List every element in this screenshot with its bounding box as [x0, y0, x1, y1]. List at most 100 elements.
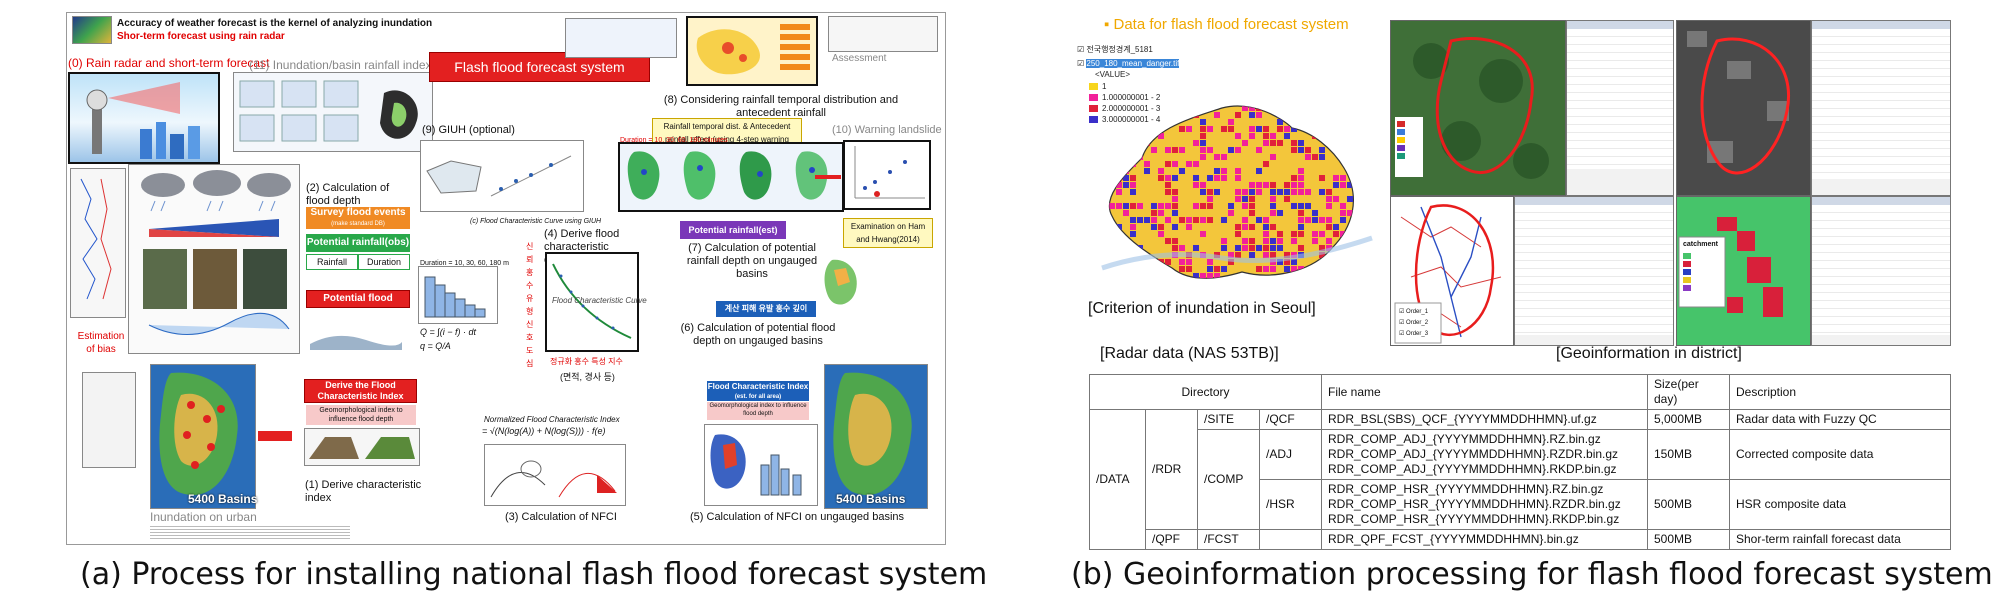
- danger-cell: [1235, 252, 1241, 258]
- potential-flood-depth-obs: Potential flood depth(obs): [306, 290, 410, 320]
- danger-cell: [1165, 147, 1171, 153]
- files-adj: RDR_COMP_ADJ_{YYYYMMDDHHMN}.RZ.bin.gz RDR…: [1321, 429, 1648, 480]
- danger-cell: [1172, 287, 1178, 288]
- geoinfo-label: [Geoinformation in district]: [1556, 345, 1742, 362]
- danger-cell: [1137, 106, 1143, 111]
- danger-cell: [1179, 245, 1185, 251]
- danger-cell: [1123, 126, 1129, 132]
- danger-cell: [1298, 224, 1304, 230]
- danger-cell: [1326, 203, 1332, 209]
- window4-titlebar: [1812, 197, 1950, 205]
- danger-cell: [1319, 266, 1325, 272]
- danger-cell: [1186, 259, 1192, 265]
- danger-cell: [1130, 189, 1136, 195]
- danger-cell: [1277, 119, 1283, 125]
- danger-cell: [1354, 175, 1360, 181]
- size-hsr: 500MB: [1647, 479, 1730, 530]
- danger-cell: [1151, 259, 1157, 265]
- danger-cell: [1186, 98, 1192, 104]
- dir-fcst: /FCST: [1197, 529, 1260, 550]
- danger-cell: [1144, 266, 1150, 272]
- danger-cell: [1354, 259, 1360, 265]
- danger-cell: [1263, 140, 1269, 146]
- survey-label: Survey flood events: [310, 207, 406, 218]
- danger-cell: [1312, 210, 1318, 216]
- danger-cell: [1298, 147, 1304, 153]
- danger-cell: [1137, 273, 1143, 279]
- danger-cell: [1256, 217, 1262, 223]
- danger-cell: [1158, 175, 1164, 181]
- window2-titlebar: [1812, 21, 1950, 29]
- files-qcf: RDR_BSL(SBS)_QCF_{YYYYMMDDHHMN}.uf.gz: [1321, 409, 1648, 430]
- header-description: Description: [1729, 374, 1951, 410]
- danger-cell: [1137, 287, 1143, 288]
- legend-item-label: 2.000000001 - 3: [1102, 104, 1161, 113]
- danger-cell: [1361, 154, 1367, 160]
- dir-site: /SITE: [1197, 409, 1260, 430]
- danger-cell: [1102, 224, 1108, 230]
- danger-cell: [1242, 196, 1248, 202]
- danger-cell: [1340, 217, 1346, 223]
- danger-cell: [1165, 238, 1171, 244]
- danger-cell: [1312, 231, 1318, 237]
- danger-cell: [1158, 259, 1164, 265]
- danger-cell: [1172, 224, 1178, 230]
- danger-cell: [1347, 140, 1353, 146]
- urban-map: [82, 372, 136, 468]
- danger-cell: [1347, 280, 1353, 286]
- danger-cell: [1137, 217, 1143, 223]
- danger-cell: [1123, 175, 1129, 181]
- danger-cell: [1242, 245, 1248, 251]
- danger-cell: [1116, 112, 1122, 118]
- danger-cell: [1200, 231, 1206, 237]
- danger-cell: [1347, 168, 1353, 174]
- danger-cell: [1207, 203, 1213, 209]
- danger-cell: [1137, 133, 1143, 139]
- danger-cell: [1312, 217, 1318, 223]
- danger-cell: [1193, 245, 1199, 251]
- danger-cell: [1228, 203, 1234, 209]
- danger-cell: [1326, 106, 1332, 111]
- step0-label: (0) Rain radar and short-term forecast: [68, 56, 270, 70]
- danger-cell: [1277, 238, 1283, 244]
- danger-cell: [1214, 189, 1220, 195]
- danger-cell: [1284, 98, 1290, 104]
- danger-cell: [1228, 147, 1234, 153]
- danger-cell: [1270, 140, 1276, 146]
- danger-cell: [1193, 203, 1199, 209]
- danger-cell: [1298, 210, 1304, 216]
- basins-left: 5400 Basins: [188, 492, 258, 506]
- danger-cell: [1130, 231, 1136, 237]
- order-legend: ☑ Order_1 ☑ Order_2 ☑ Order_3: [1399, 307, 1428, 340]
- legend-item-label: 1: [1102, 82, 1107, 91]
- danger-cell: [1214, 98, 1220, 104]
- danger-cell: [1319, 217, 1325, 223]
- danger-cell: [1347, 119, 1353, 125]
- terrain-blocks: [304, 428, 420, 466]
- danger-cell: [1172, 203, 1178, 209]
- danger-cell: [1305, 189, 1311, 195]
- nfci-formula: = √(N(log(A)) + N(log(S))) · f(e): [482, 426, 606, 436]
- danger-cell: [1305, 98, 1311, 104]
- danger-cell: [1340, 231, 1346, 237]
- danger-cell: [1158, 266, 1164, 272]
- dir-fcst-empty: [1259, 529, 1322, 550]
- danger-cell: [1172, 175, 1178, 181]
- danger-cell: [1270, 182, 1276, 188]
- danger-cell: [1207, 196, 1213, 202]
- danger-cell: [1270, 203, 1276, 209]
- order-1-text: Order_1: [1406, 309, 1429, 315]
- legend-swatch: [1089, 83, 1098, 90]
- danger-cell: [1326, 238, 1332, 244]
- danger-cell: [1242, 217, 1248, 223]
- danger-cell: [1277, 126, 1283, 132]
- danger-cell: [1221, 154, 1227, 160]
- danger-cell: [1312, 287, 1318, 288]
- danger-cell: [1214, 266, 1220, 272]
- danger-cell: [1277, 287, 1283, 288]
- header-title: Accuracy of weather forecast is the kern…: [117, 18, 433, 29]
- danger-cell: [1277, 210, 1283, 216]
- danger-cell: [1172, 196, 1178, 202]
- step9-label: (9) GIUH (optional): [422, 124, 515, 136]
- danger-cell: [1361, 252, 1367, 258]
